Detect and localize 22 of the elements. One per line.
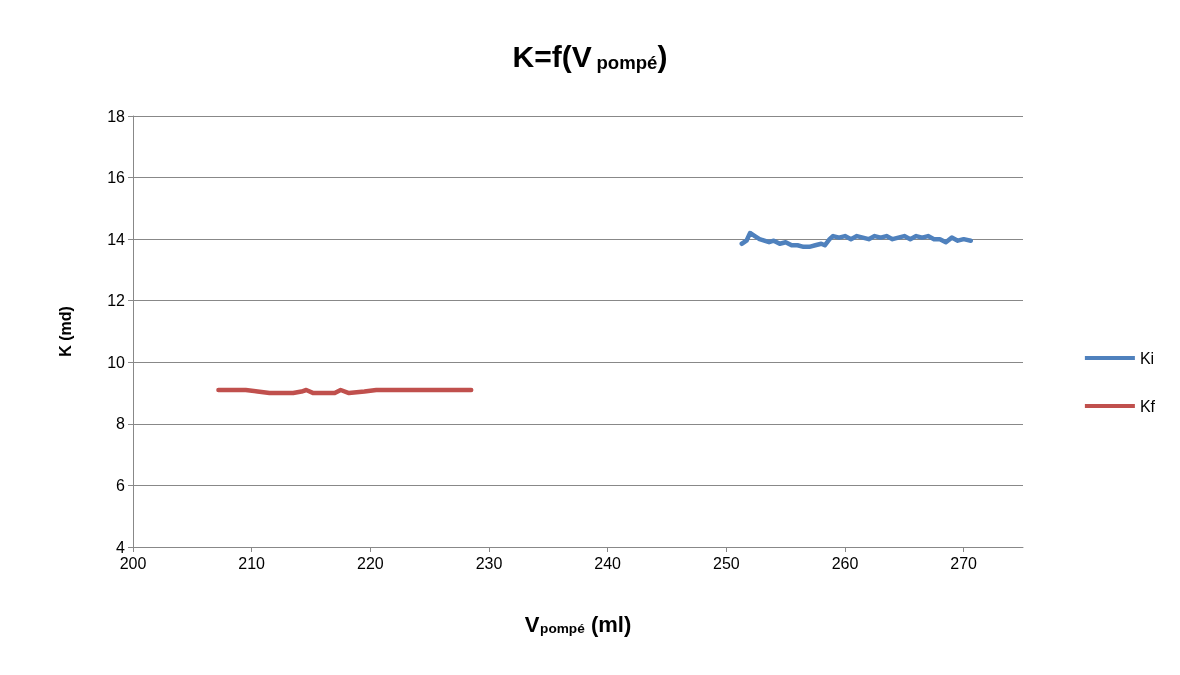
x-axis-title: V$_{pompé}$ (ml) (523, 612, 633, 638)
y-tick-label: 6 (116, 476, 126, 494)
chart-title: K=f(V$_{pompé}$) (511, 40, 669, 74)
y-axis-title: K (md) (56, 306, 74, 357)
x-tick-label: 220 (356, 554, 384, 572)
y-tick-label: 12 (107, 292, 126, 310)
y-tick-label: 14 (107, 230, 126, 248)
x-tick-label: 240 (594, 554, 622, 572)
x-tick-label: 210 (238, 554, 266, 572)
line-series (739, 230, 974, 250)
y-tick-label: 10 (107, 353, 126, 371)
y-tick-label: 16 (107, 169, 126, 187)
x-tick-label: 260 (831, 554, 859, 572)
x-tick-label: 200 (119, 554, 147, 572)
x-tick-label: 270 (950, 554, 978, 572)
y-tick-label: 8 (116, 415, 126, 433)
x-tick-label: 230 (475, 554, 503, 572)
legend-label: Ki (1139, 349, 1155, 367)
y-tick-label: 18 (107, 107, 126, 125)
legend-label: Kf (1139, 397, 1156, 415)
x-tick-label: 250 (712, 554, 740, 572)
y-tick-label: 4 (116, 538, 126, 556)
